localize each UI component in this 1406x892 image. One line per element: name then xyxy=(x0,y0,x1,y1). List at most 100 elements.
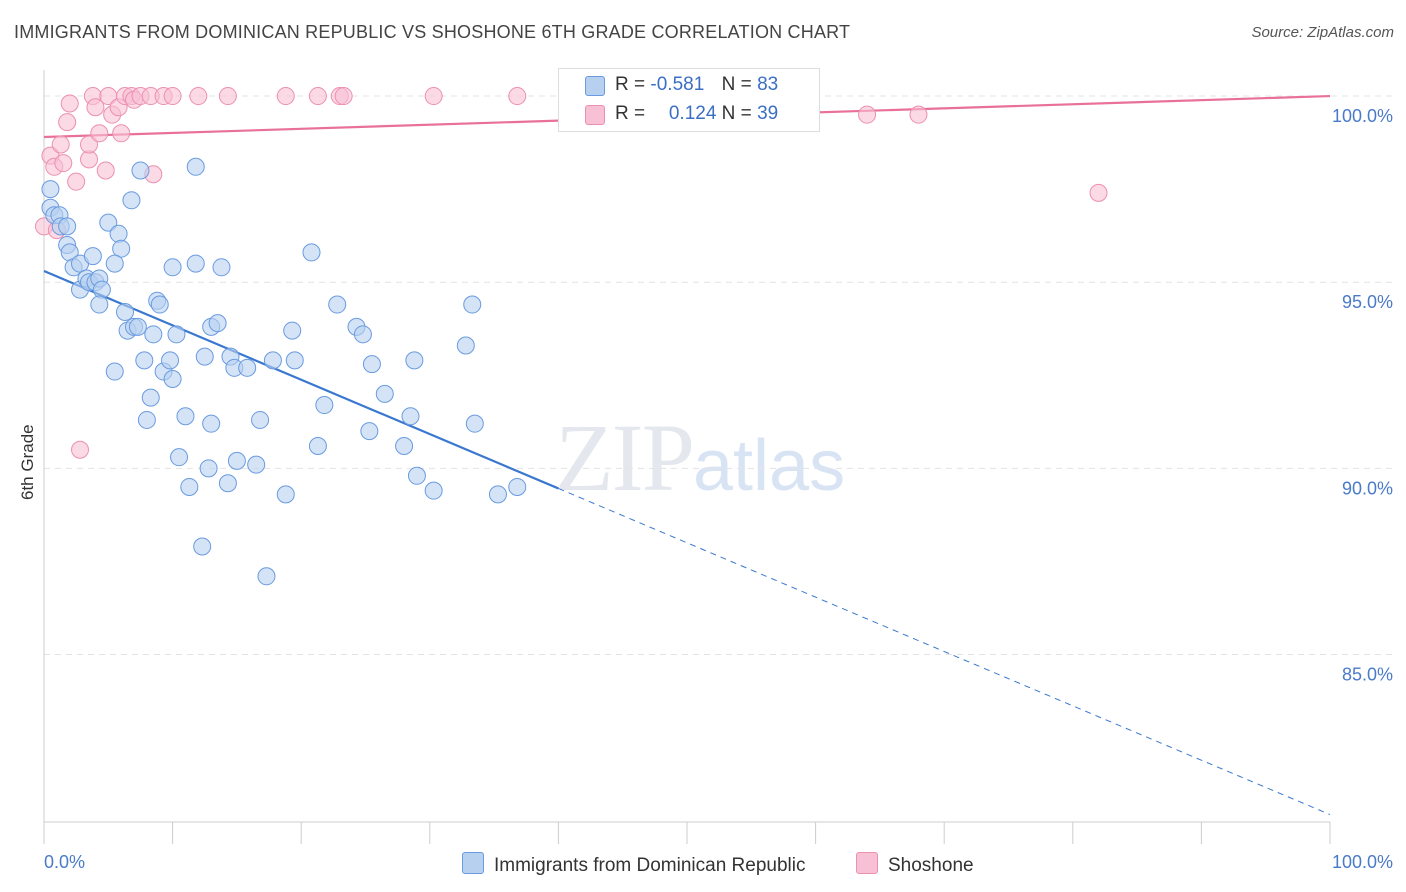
dominican-point xyxy=(137,410,156,429)
dominican-point xyxy=(360,422,379,441)
source-label: Source: ZipAtlas.com xyxy=(1251,24,1394,41)
x-tick-label-max: 100.0% xyxy=(1332,852,1393,872)
dominican-point xyxy=(488,485,507,504)
dominican-point xyxy=(227,451,246,470)
pink-swatch xyxy=(585,105,605,125)
dominican-point xyxy=(456,336,475,355)
watermark-atlas: atlas xyxy=(693,426,846,506)
dominican-point xyxy=(193,537,212,556)
dominican-point xyxy=(163,369,182,388)
r-label: R = xyxy=(615,74,646,95)
dominican-swatch xyxy=(462,852,484,874)
dominican-point xyxy=(195,347,214,366)
dominican-point xyxy=(161,351,180,370)
watermark-zip: ZIP xyxy=(555,404,695,511)
dominican-point xyxy=(202,414,221,433)
blue-swatch xyxy=(585,76,605,96)
dominican-point xyxy=(170,448,189,467)
dominican-point xyxy=(150,295,169,314)
dominican-point xyxy=(238,358,257,377)
dominican-point xyxy=(163,258,182,277)
dominican-point xyxy=(218,474,237,493)
shoshone-point xyxy=(334,87,353,106)
dominican-points xyxy=(41,157,527,586)
dominican-point xyxy=(167,325,186,344)
shoshone-point xyxy=(218,87,237,106)
x-tick-label-min: 0.0% xyxy=(44,852,85,872)
dominican-point xyxy=(109,224,128,243)
dominican-point xyxy=(83,247,102,266)
correlation-legend: R = -0.581 N = 83 R = 0.124 N = 39 xyxy=(558,68,820,132)
dominican-point xyxy=(276,485,295,504)
shoshone-point xyxy=(308,87,327,106)
dominican-point xyxy=(92,280,111,299)
dominican-point xyxy=(122,191,141,210)
y-tick-label: 85.0% xyxy=(1342,664,1393,684)
dominican-point xyxy=(186,254,205,273)
dominican-point xyxy=(407,466,426,485)
n-label: N = xyxy=(721,74,752,95)
dominican-point xyxy=(353,325,372,344)
dominican-point xyxy=(263,351,282,370)
shoshone-point xyxy=(71,440,90,459)
dominican-point xyxy=(257,567,276,586)
blue-n-value: 83 xyxy=(757,74,779,95)
shoshone-point xyxy=(60,94,79,113)
dominican-point xyxy=(212,258,231,277)
shoshone-point xyxy=(90,124,109,143)
dominican-point xyxy=(315,396,334,415)
dominican-point xyxy=(105,362,124,381)
dominican-point xyxy=(41,180,60,199)
dominican-point xyxy=(251,410,270,429)
shoshone-point xyxy=(112,124,131,143)
dominican-point xyxy=(283,321,302,340)
shoshone-point xyxy=(80,135,99,154)
dominican-point xyxy=(176,407,195,426)
dominican-point xyxy=(508,477,527,496)
dominican-point xyxy=(144,325,163,344)
dominican-point xyxy=(180,477,199,496)
shoshone-point xyxy=(67,172,86,191)
dominican-point xyxy=(247,455,266,474)
dominican-point xyxy=(199,459,218,478)
shoshone-point xyxy=(54,154,73,173)
dominican-point xyxy=(131,161,150,180)
watermark: ZIPatlas xyxy=(555,402,845,513)
shoshone-point xyxy=(909,105,928,124)
dominican-point xyxy=(128,317,147,336)
shoshone-point xyxy=(96,161,115,180)
dominican-trend-dashed xyxy=(558,487,1331,816)
legend-dominican-label: Immigrants from Dominican Republic xyxy=(494,855,806,876)
dominican-point xyxy=(465,414,484,433)
pink-n-value: 39 xyxy=(757,103,779,124)
shoshone-point xyxy=(858,105,877,124)
dominican-point xyxy=(135,351,154,370)
shoshone-point xyxy=(51,135,70,154)
dominican-point xyxy=(208,314,227,333)
y-tick-label: 90.0% xyxy=(1342,478,1393,498)
shoshone-point xyxy=(1089,183,1108,202)
dominican-point xyxy=(112,239,131,258)
legend-item-shoshone: Shoshone xyxy=(856,852,974,877)
y-tick-label: 95.0% xyxy=(1342,292,1393,312)
shoshone-point xyxy=(276,87,295,106)
dominican-point xyxy=(328,295,347,314)
blue-r-value: -0.581 xyxy=(650,74,705,95)
shoshone-point xyxy=(58,113,77,132)
dominican-point xyxy=(99,213,118,232)
shoshone-point xyxy=(189,87,208,106)
legend-item-dominican: Immigrants from Dominican Republic xyxy=(462,852,806,877)
r-label: R = xyxy=(615,103,646,124)
dominican-point xyxy=(401,407,420,426)
dominican-point xyxy=(58,217,77,236)
tick-labels: 100.0% 95.0% 90.0% 85.0% 0.0% 100.0% xyxy=(44,106,1393,872)
dominican-point xyxy=(362,355,381,374)
dominican-point xyxy=(308,437,327,455)
y-tick-label: 100.0% xyxy=(1332,106,1393,126)
legend-shoshone-label: Shoshone xyxy=(888,855,974,876)
dominican-point xyxy=(186,157,205,176)
chart-title: IMMIGRANTS FROM DOMINICAN REPUBLIC VS SH… xyxy=(14,22,851,42)
shoshone-point xyxy=(424,87,443,106)
dominican-point xyxy=(463,295,482,314)
